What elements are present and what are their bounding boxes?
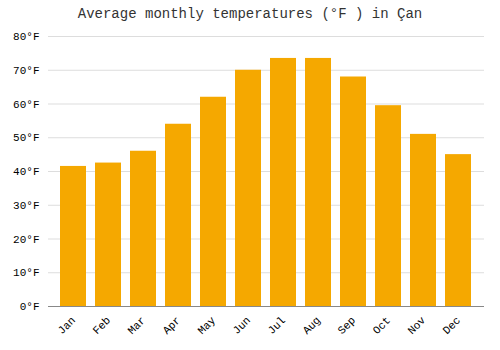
svg-text:Jun: Jun [231,314,253,336]
svg-text:Feb: Feb [91,314,113,336]
svg-text:May: May [196,314,219,337]
svg-text:70°F: 70°F [13,65,39,77]
svg-text:Nov: Nov [406,314,429,337]
svg-text:10°F: 10°F [13,267,39,279]
svg-text:Mar: Mar [126,314,148,336]
svg-text:50°F: 50°F [13,132,39,144]
svg-text:60°F: 60°F [13,99,39,111]
svg-text:Oct: Oct [371,314,393,336]
svg-text:Aug: Aug [301,314,323,336]
svg-text:Jan: Jan [56,314,78,336]
svg-text:30°F: 30°F [13,200,39,212]
svg-text:20°F: 20°F [13,234,39,246]
svg-text:Sep: Sep [336,314,358,336]
svg-text:Dec: Dec [441,314,463,336]
svg-text:Jul: Jul [266,314,288,336]
svg-text:40°F: 40°F [13,166,39,178]
svg-text:Apr: Apr [161,314,183,336]
html-text:Average monthly temperatures (: Average monthly temperatures (°F ) in Ça… [77,6,423,22]
svg-text:0°F: 0°F [20,301,40,313]
svg-text:80°F: 80°F [13,31,39,43]
